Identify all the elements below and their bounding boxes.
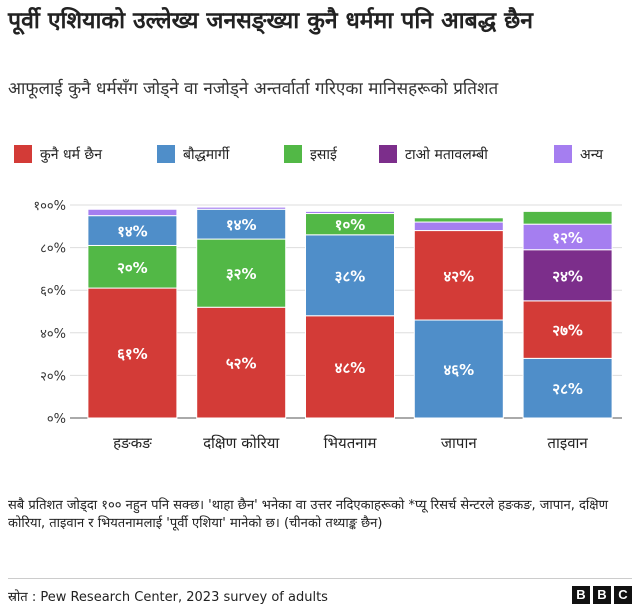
bar-segment	[413, 319, 504, 419]
x-tick-label: ताइवान	[547, 434, 588, 452]
x-tick-label: जापान	[441, 434, 477, 452]
legend-swatch	[554, 145, 572, 163]
x-tick-label: हङकङ	[113, 434, 152, 452]
y-tick-label: १००%	[33, 199, 66, 214]
bar-segment	[87, 244, 178, 289]
y-tick-label: ०%	[47, 412, 66, 427]
bar-segment	[522, 249, 613, 302]
data-label: ४८%	[335, 359, 366, 377]
data-label: १०%	[335, 216, 366, 234]
y-tick-label: ४०%	[40, 327, 66, 342]
bbc-logo-letter: B	[572, 586, 590, 604]
chart-legend: कुनै धर्म छैन बौद्धमार्गी इसाई टाओ मतावल…	[14, 143, 634, 165]
data-label: २८%	[552, 380, 583, 398]
bar-segment	[305, 210, 395, 215]
bar-segment	[87, 208, 178, 217]
footnote: सबै प्रतिशत जोड्दा १०० नहुन पनि सक्छ। 'थ…	[8, 498, 609, 531]
legend-item-taoist: टाओ मतावलम्बी	[379, 143, 488, 165]
data-label: ३८%	[335, 267, 366, 285]
legend-item-buddhist: बौद्धमार्गी	[157, 143, 229, 165]
data-label: १४%	[226, 216, 257, 234]
bar-segment	[522, 223, 613, 251]
legend-swatch	[379, 145, 397, 163]
bar-segment	[196, 238, 287, 308]
chart-subtitle: आफूलाई कुनै धर्मसँग जोड्ने वा नजोड्ने अन…	[8, 79, 499, 99]
bar-segment	[413, 230, 504, 321]
y-tick-label: २०%	[40, 369, 66, 384]
legend-label: अन्य	[580, 146, 603, 163]
bar-segment	[196, 208, 287, 240]
data-label: २७%	[552, 322, 583, 340]
data-label: ४६%	[443, 361, 474, 379]
chart-title: पूर्वी एशियाको उल्लेख्य जनसङ्ख्या कुनै ध…	[8, 8, 533, 34]
bbc-logo-letter: B	[593, 586, 611, 604]
data-label: २४%	[552, 267, 583, 285]
bar-segment	[522, 210, 613, 225]
bar-segment	[305, 234, 395, 317]
legend-label: टाओ मतावलम्बी	[405, 146, 488, 163]
bar-segment	[522, 300, 613, 359]
legend-label: बौद्धमार्गी	[183, 146, 230, 163]
y-tick-label: ६०%	[40, 284, 66, 299]
legend-item-no-religion: कुनै धर्म छैन	[14, 143, 102, 165]
legend-label: इसाई	[310, 146, 337, 163]
legend-swatch	[284, 145, 302, 163]
data-label: १४%	[117, 223, 148, 241]
footer-divider	[8, 578, 632, 579]
x-tick-label: भियतनाम	[324, 434, 378, 452]
bar-segment	[87, 287, 178, 419]
data-label: ५२%	[226, 355, 257, 373]
legend-swatch	[157, 145, 175, 163]
bar-segment	[196, 206, 287, 210]
bar-segment	[87, 215, 178, 246]
legend-swatch	[14, 145, 32, 163]
legend-label: कुनै धर्म छैन	[40, 146, 102, 163]
data-label: ६१%	[117, 345, 148, 363]
bar-segment	[413, 221, 504, 232]
bbc-logo: B B C	[572, 586, 632, 604]
y-tick-label: ८०%	[40, 242, 66, 257]
x-tick-label: दक्षिण कोरिया	[203, 434, 280, 452]
data-label: २०%	[117, 259, 148, 277]
bbc-logo-letter: C	[614, 586, 632, 604]
legend-item-other: अन्य	[554, 143, 603, 165]
data-label: ४२%	[443, 267, 474, 285]
bar-segment	[413, 217, 504, 223]
data-label: १२%	[552, 229, 583, 247]
data-label: ३२%	[226, 265, 257, 283]
bar-segment	[305, 315, 395, 419]
legend-item-christian: इसाई	[284, 143, 337, 165]
stacked-bar-chart: ०% २०% ४०% ६०% ८०% १००% ६१% २०% १४% हङकङ ५२% ३२% १४%…	[33, 199, 622, 452]
source-note: स्रोत : Pew Research Center, 2023 survey…	[8, 590, 328, 605]
